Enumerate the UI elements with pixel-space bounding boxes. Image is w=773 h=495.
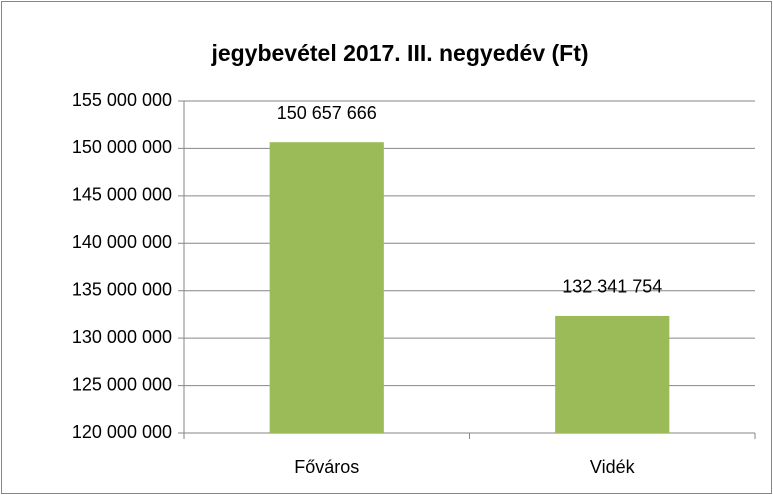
chart-title: jegybevétel 2017. III. negyedév (Ft) [210, 40, 588, 66]
y-tick-label: 135 000 000 [72, 279, 172, 299]
y-tick-label: 125 000 000 [72, 374, 172, 394]
y-tick-label: 130 000 000 [72, 327, 172, 347]
data-label: 150 657 666 [277, 103, 377, 123]
x-tick-label: Főváros [294, 457, 359, 477]
bar [555, 315, 670, 433]
bar [269, 142, 384, 434]
data-label: 132 341 754 [562, 277, 662, 297]
y-tick-label: 150 000 000 [72, 137, 172, 157]
y-tick-label: 145 000 000 [72, 185, 172, 205]
y-tick-label: 155 000 000 [72, 90, 172, 110]
y-tick-label: 120 000 000 [72, 422, 172, 442]
y-tick-label: 140 000 000 [72, 232, 172, 252]
x-tick-label: Vidék [590, 457, 636, 477]
